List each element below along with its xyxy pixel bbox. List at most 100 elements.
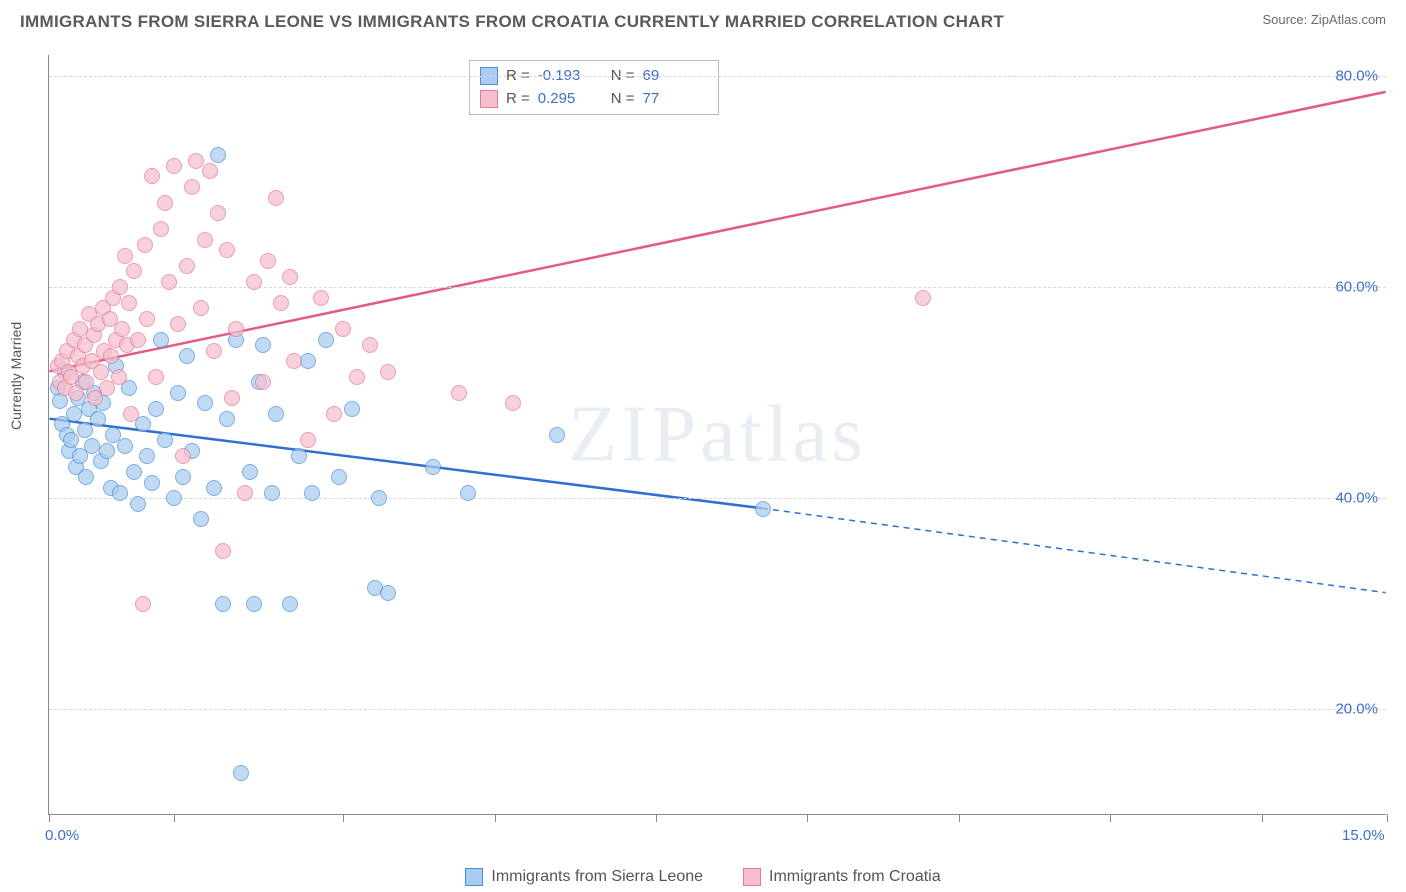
data-point — [291, 448, 307, 464]
r-value: 0.295 — [538, 88, 593, 111]
data-point — [139, 448, 155, 464]
data-point — [193, 511, 209, 527]
x-tick-label: 15.0% — [1342, 827, 1385, 844]
data-point — [157, 195, 173, 211]
data-point — [313, 290, 329, 306]
x-tick — [656, 814, 657, 822]
data-point — [233, 765, 249, 781]
data-point — [260, 253, 276, 269]
data-point — [166, 158, 182, 174]
data-point — [153, 332, 169, 348]
correlation-stats-box: R = -0.193 N = 69 R = 0.295 N = 77 — [469, 60, 719, 115]
legend-item: Immigrants from Croatia — [743, 868, 941, 886]
data-point — [915, 290, 931, 306]
data-point — [371, 490, 387, 506]
data-point — [193, 300, 209, 316]
x-tick — [49, 814, 50, 822]
data-point — [304, 485, 320, 501]
data-point — [66, 406, 82, 422]
data-point — [179, 258, 195, 274]
legend-label: Immigrants from Croatia — [769, 868, 941, 886]
data-point — [380, 585, 396, 601]
x-tick — [1387, 814, 1388, 822]
data-point — [114, 321, 130, 337]
data-point — [111, 369, 127, 385]
data-point — [331, 469, 347, 485]
stats-row: R = 0.295 N = 77 — [480, 88, 708, 111]
bottom-legend: Immigrants from Sierra Leone Immigrants f… — [0, 868, 1406, 886]
data-point — [139, 311, 155, 327]
data-point — [219, 242, 235, 258]
data-point — [170, 316, 186, 332]
y-tick-label: 60.0% — [1335, 279, 1378, 296]
data-point — [425, 459, 441, 475]
data-point — [135, 596, 151, 612]
x-tick — [495, 814, 496, 822]
data-point — [380, 364, 396, 380]
data-point — [282, 269, 298, 285]
x-tick — [1110, 814, 1111, 822]
data-point — [153, 221, 169, 237]
data-point — [206, 480, 222, 496]
legend-swatch — [480, 90, 498, 108]
data-point — [126, 263, 142, 279]
y-axis-label: Currently Married — [8, 322, 24, 430]
data-point — [148, 369, 164, 385]
data-point — [335, 321, 351, 337]
data-point — [184, 179, 200, 195]
data-point — [755, 501, 771, 517]
trend-lines-svg — [49, 55, 1386, 814]
data-point — [157, 432, 173, 448]
data-point — [300, 432, 316, 448]
data-point — [549, 427, 565, 443]
data-point — [179, 348, 195, 364]
data-point — [255, 337, 271, 353]
data-point — [246, 596, 262, 612]
data-point — [349, 369, 365, 385]
data-point — [52, 393, 68, 409]
chart-header: IMMIGRANTS FROM SIERRA LEONE VS IMMIGRAN… — [0, 0, 1406, 36]
data-point — [123, 406, 139, 422]
chart-title: IMMIGRANTS FROM SIERRA LEONE VS IMMIGRAN… — [20, 12, 1004, 32]
data-point — [268, 190, 284, 206]
data-point — [215, 543, 231, 559]
data-point — [148, 401, 164, 417]
data-point — [228, 321, 244, 337]
data-point — [63, 432, 79, 448]
data-point — [286, 353, 302, 369]
data-point — [255, 374, 271, 390]
data-point — [112, 279, 128, 295]
legend-swatch — [465, 868, 483, 886]
source-label: Source: ZipAtlas.com — [1262, 12, 1386, 27]
data-point — [197, 395, 213, 411]
data-point — [197, 232, 213, 248]
data-point — [219, 411, 235, 427]
data-point — [166, 490, 182, 506]
data-point — [273, 295, 289, 311]
data-point — [103, 348, 119, 364]
r-label: R = — [506, 88, 530, 111]
data-point — [210, 147, 226, 163]
data-point — [137, 237, 153, 253]
y-tick-label: 80.0% — [1335, 68, 1378, 85]
data-point — [237, 485, 253, 501]
data-point — [78, 374, 94, 390]
data-point — [130, 332, 146, 348]
data-point — [451, 385, 467, 401]
data-point — [344, 401, 360, 417]
legend-item: Immigrants from Sierra Leone — [465, 868, 703, 886]
gridline — [49, 76, 1386, 77]
data-point — [77, 422, 93, 438]
data-point — [246, 274, 262, 290]
data-point — [224, 390, 240, 406]
data-point — [126, 464, 142, 480]
data-point — [130, 496, 146, 512]
data-point — [242, 464, 258, 480]
data-point — [326, 406, 342, 422]
x-tick — [174, 814, 175, 822]
data-point — [215, 596, 231, 612]
legend-label: Immigrants from Sierra Leone — [491, 868, 703, 886]
data-point — [318, 332, 334, 348]
data-point — [282, 596, 298, 612]
x-tick — [343, 814, 344, 822]
